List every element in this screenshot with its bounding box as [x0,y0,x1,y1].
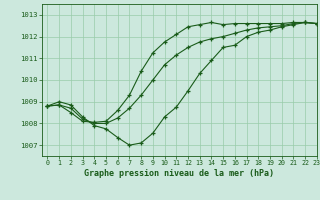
X-axis label: Graphe pression niveau de la mer (hPa): Graphe pression niveau de la mer (hPa) [84,169,274,178]
